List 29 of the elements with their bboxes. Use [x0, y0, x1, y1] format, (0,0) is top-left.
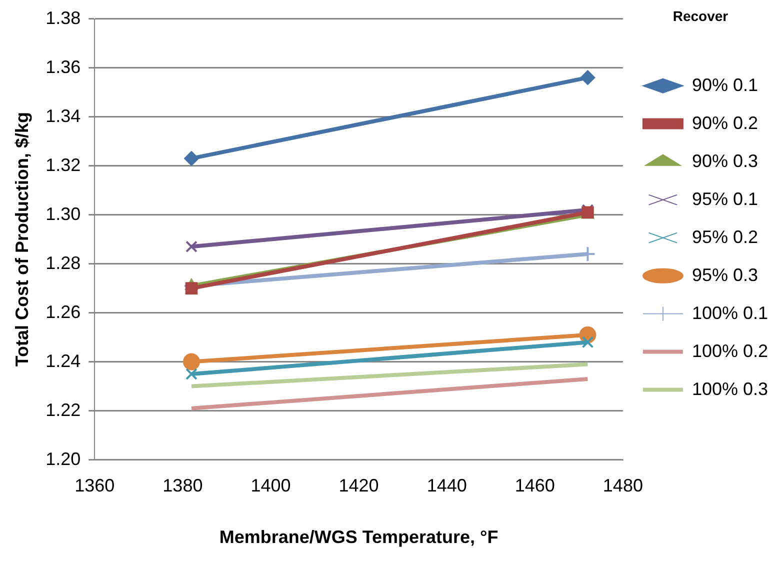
- legend-label: 100% 0.1: [692, 302, 768, 323]
- y-tick-label: 1.26: [46, 302, 81, 322]
- x-tick-label: 1380: [162, 476, 203, 496]
- legend-title: Recover: [672, 8, 729, 24]
- legend-label: 95% 0.1: [692, 188, 758, 209]
- y-tick-label: 1.32: [46, 154, 81, 175]
- y-tick-label: 1.36: [46, 56, 81, 77]
- y-tick-label: 1.38: [46, 8, 81, 28]
- y-tick-label: 1.34: [46, 106, 81, 126]
- legend-label: 90% 0.2: [692, 112, 758, 133]
- legend-label: 90% 0.3: [692, 150, 758, 171]
- y-tick-label: 1.24: [46, 350, 81, 371]
- y-tick-label: 1.22: [46, 400, 81, 420]
- legend-label: 100% 0.2: [692, 340, 768, 361]
- x-tick-label: 1440: [426, 476, 467, 496]
- legend-label: 90% 0.1: [692, 74, 758, 95]
- legend-label: 95% 0.3: [692, 264, 758, 285]
- legend-label: 95% 0.2: [692, 226, 758, 247]
- x-tick-label: 1420: [338, 476, 379, 496]
- x-axis-title: Membrane/WGS Temperature, °F: [219, 527, 498, 548]
- y-axis-title: Total Cost of Production, $/kg: [12, 112, 32, 367]
- legend-label: 100% 0.3: [692, 378, 768, 399]
- x-tick-label: 1400: [250, 476, 291, 496]
- x-tick-label: 1460: [514, 476, 555, 496]
- y-tick-label: 1.28: [46, 252, 81, 273]
- y-tick-label: 1.20: [46, 448, 81, 469]
- x-tick-label: 1360: [74, 476, 115, 496]
- y-tick-label: 1.30: [46, 204, 81, 224]
- x-tick-label: 1480: [602, 476, 643, 496]
